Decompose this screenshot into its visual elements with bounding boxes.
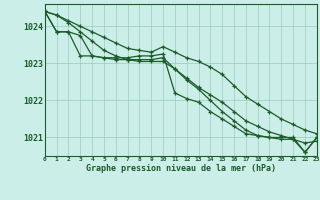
X-axis label: Graphe pression niveau de la mer (hPa): Graphe pression niveau de la mer (hPa) [86, 164, 276, 173]
